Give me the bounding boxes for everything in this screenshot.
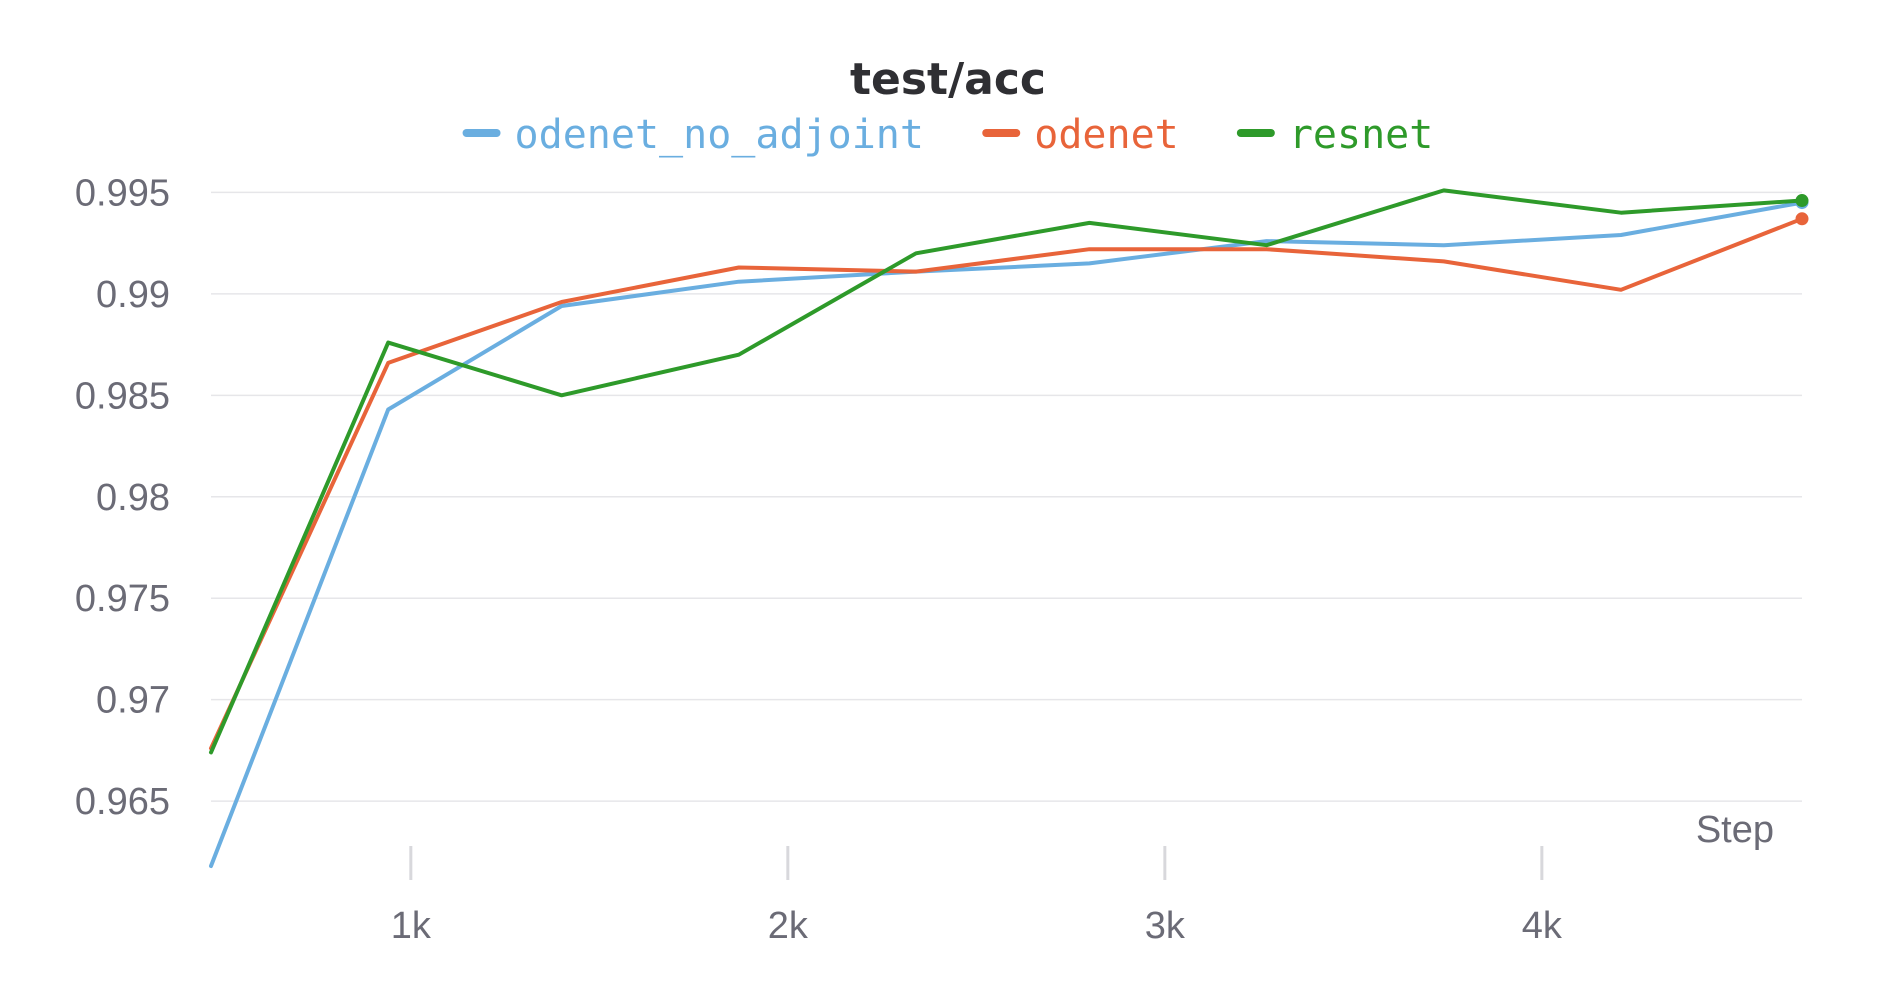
y-tick-label: 0.985 [75,375,170,417]
y-tick-label: 0.97 [96,680,170,722]
x-axis-label: Step [1696,809,1774,851]
y-tick-label: 0.975 [75,578,170,620]
grid [211,191,1802,802]
legend-label: odenet [1034,112,1179,158]
x-tick-label: 3k [1145,905,1186,947]
y-tick-label: 0.99 [96,274,170,316]
legend: odenet_no_adjoint odenet resnet [462,112,1434,158]
y-tick-label: 0.965 [75,781,170,823]
x-tick-label: 2k [768,905,809,947]
series-line-odenet-no-adjoint [209,200,1804,868]
data-point-resnet [1795,194,1809,208]
x-tick-label: 1k [391,905,432,947]
series-line-resnet [209,188,1804,755]
x-axis: 1k 2k 3k 4k [391,846,1563,947]
legend-label: resnet [1289,112,1434,158]
chart-title: test/acc [850,54,1046,105]
legend-item-resnet[interactable]: resnet [1236,112,1434,158]
y-tick-label: 0.98 [96,477,170,519]
series-group [209,188,1809,868]
y-axis: 0.965 0.97 0.975 0.98 0.985 0.99 0.995 [75,172,170,823]
x-tick-label: 4k [1522,905,1563,947]
series-line-odenet [209,216,1804,751]
data-point-odenet [1795,212,1809,226]
legend-item-odenet-no-adjoint[interactable]: odenet_no_adjoint [462,112,924,158]
legend-item-odenet[interactable]: odenet [982,112,1179,158]
legend-swatch [462,129,501,137]
legend-label: odenet_no_adjoint [515,112,924,158]
legend-swatch [1236,129,1275,137]
legend-swatch [982,129,1021,137]
y-tick-label: 0.995 [75,172,170,214]
